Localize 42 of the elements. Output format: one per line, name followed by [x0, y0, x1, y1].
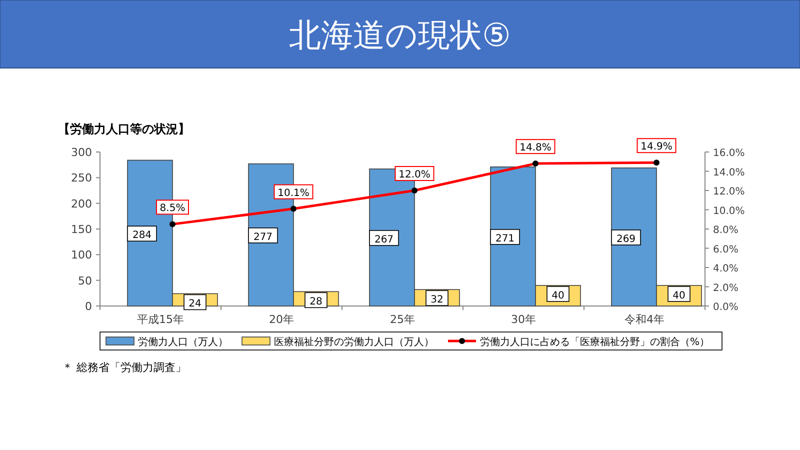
legend-label: 労働力人口に占める「医療福祉分野」の割合（%）	[480, 336, 710, 348]
data-label: 269	[616, 234, 636, 245]
chart-subtitle: 【労働力人口等の状況】	[58, 122, 190, 136]
data-label: 10.1%	[278, 188, 310, 199]
x-tick-label: 20年	[269, 313, 294, 326]
data-label: 32	[430, 294, 444, 306]
y2-tick-label: 14.0%	[713, 167, 745, 178]
data-label: 8.5%	[160, 203, 186, 214]
y-tick-label: 150	[71, 223, 92, 236]
y2-tick-label: 8.0%	[713, 225, 738, 236]
y-tick-label: 100	[71, 248, 92, 262]
y-tick-label: 200	[71, 197, 92, 210]
y-tick-label: 0	[85, 300, 92, 313]
y2-tick-label: 16.0%	[713, 148, 745, 159]
y2-tick-label: 10.0%	[713, 206, 745, 217]
chart-title: 北海道の現状⑤	[289, 16, 511, 54]
y2-tick-label: 4.0%	[713, 264, 738, 274]
y2-tick-label: 2.0%	[713, 282, 738, 294]
legend-label: 労働力人口（万人）	[138, 336, 228, 348]
y-tick-label: 50	[78, 274, 92, 288]
data-label: 28	[310, 296, 322, 308]
y-tick-label: 250	[71, 172, 92, 185]
data-label: 271	[495, 233, 515, 244]
y2-tick-label: 0.0%	[713, 302, 738, 313]
data-label: 40	[552, 290, 564, 302]
x-tick-label: 令和4年	[624, 313, 664, 326]
y2-tick-label: 12.0%	[713, 186, 745, 198]
text: ＊ 総務省「労働力調査」	[62, 361, 186, 374]
y2-tick-label: 6.0%	[713, 244, 738, 256]
data-label: 14.8%	[520, 142, 552, 154]
y-tick-label: 300	[71, 146, 92, 159]
data-label: 12.0%	[398, 170, 430, 180]
data-label: 277	[253, 232, 273, 243]
x-tick-label: 25年	[390, 313, 415, 326]
legend-label: 医療福祉分野の労働力人口（万人）	[274, 336, 434, 348]
data-label: 40	[672, 290, 686, 302]
data-label: 267	[374, 234, 394, 246]
data-label: 284	[132, 230, 152, 242]
data-label: 24	[188, 298, 202, 310]
x-tick-label: 平成15年	[137, 313, 184, 326]
x-tick-label: 30年	[511, 313, 536, 326]
data-label: 14.9%	[640, 142, 672, 153]
